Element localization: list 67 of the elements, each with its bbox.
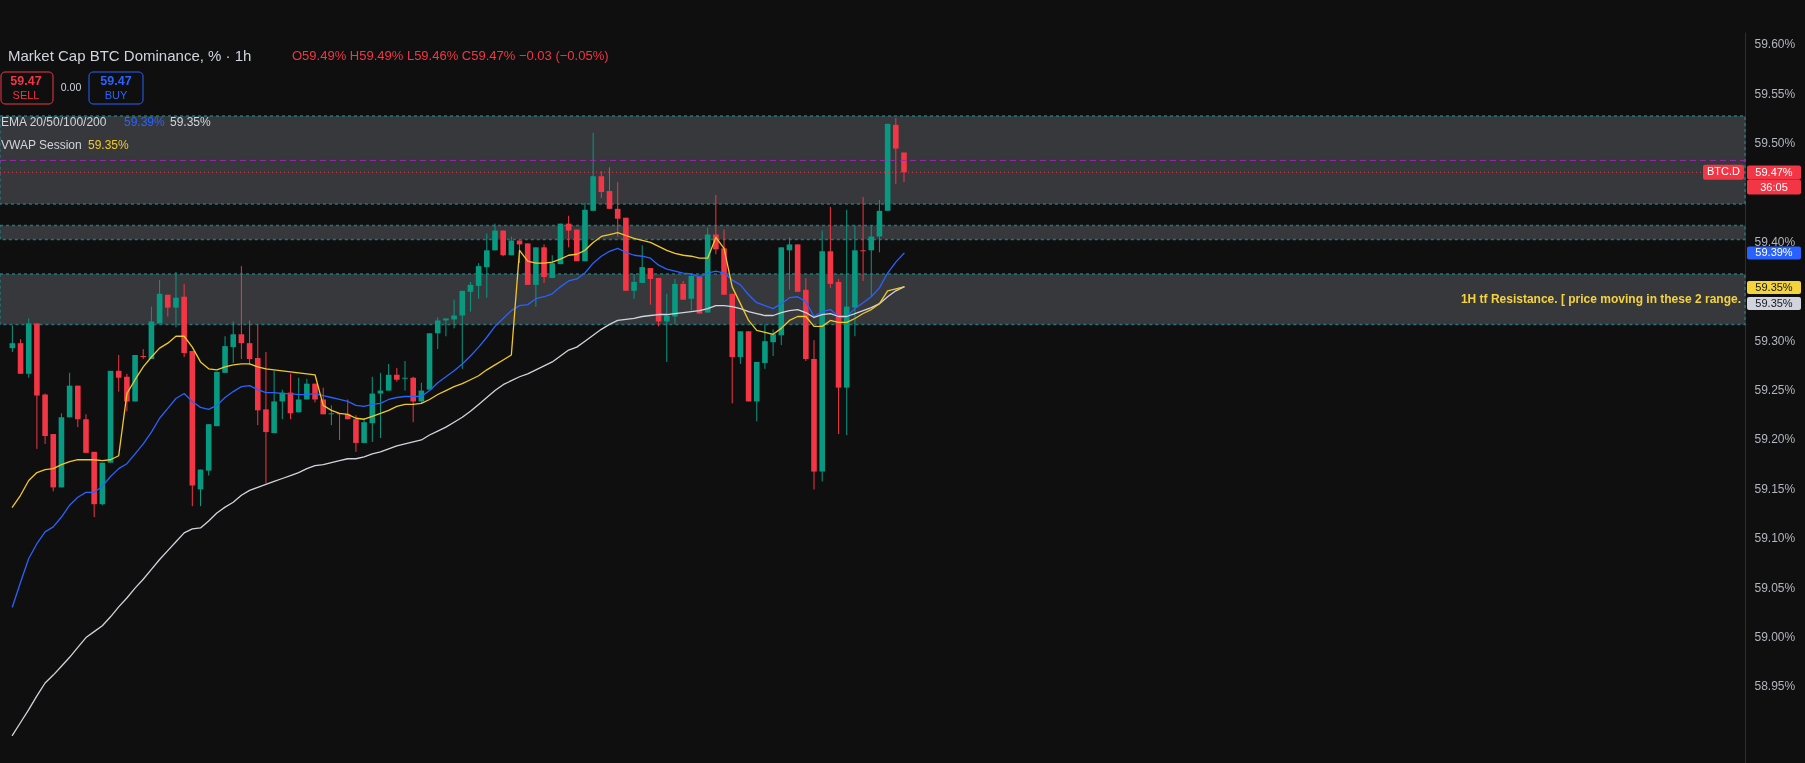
y-tick-label: 59.50% bbox=[1754, 136, 1796, 151]
y-tick-label: 59.15% bbox=[1754, 481, 1796, 496]
candlestick bbox=[484, 233, 490, 299]
candlestick bbox=[762, 323, 768, 370]
ref-line-label: BTC.D bbox=[1707, 165, 1741, 178]
y-tick-label: 59.25% bbox=[1754, 383, 1796, 398]
candlestick bbox=[402, 360, 408, 392]
candlestick bbox=[173, 271, 179, 328]
annotation: SELL bbox=[12, 88, 40, 101]
candlestick bbox=[115, 354, 122, 393]
line-series bbox=[11, 247, 905, 608]
candlestick bbox=[467, 281, 474, 313]
text: Market Cap BTC Dominance, % · 1h bbox=[8, 47, 252, 64]
y-tick-label: 59.00% bbox=[1754, 630, 1796, 645]
y-tick-label: 59.55% bbox=[1754, 86, 1796, 101]
candlestick bbox=[549, 254, 556, 279]
annotation: 59.47 bbox=[10, 73, 42, 88]
y-tick-label: 59.10% bbox=[1754, 531, 1796, 546]
annotation: 59.35% bbox=[88, 138, 130, 152]
text: 59.47% bbox=[1755, 165, 1793, 178]
band-label: 1H tf Resistance. [ price moving in these 2 range. bbox=[1460, 292, 1741, 307]
candlestick bbox=[860, 196, 866, 282]
candlestick bbox=[385, 363, 392, 392]
candlestick bbox=[263, 351, 269, 484]
annotation: BUY bbox=[104, 88, 128, 101]
candlestick bbox=[663, 293, 670, 363]
text: O59.49% H59.49% L59.46% C59.47% −0.03 (−0.05%) bbox=[292, 48, 609, 63]
y-tick-label: 59.20% bbox=[1754, 432, 1796, 447]
candlestick bbox=[443, 317, 449, 337]
line-series bbox=[11, 286, 905, 736]
text: 59.35% bbox=[1755, 296, 1793, 309]
candlestick bbox=[434, 316, 441, 350]
annotation: 0.00 bbox=[60, 80, 82, 93]
annotation: VWAP Session bbox=[1, 138, 82, 152]
y-tick-label: 58.95% bbox=[1754, 679, 1796, 694]
candlestick bbox=[410, 376, 416, 423]
y-tick-label: 59.60% bbox=[1754, 37, 1796, 52]
candlestick bbox=[238, 265, 245, 360]
candlestick bbox=[688, 273, 695, 312]
candlestick bbox=[770, 328, 776, 357]
candlestick bbox=[140, 348, 147, 360]
candlestick bbox=[492, 223, 498, 251]
candlestick bbox=[647, 267, 654, 306]
candlestick bbox=[361, 417, 367, 444]
text: 59.39% bbox=[1755, 246, 1793, 258]
line-series bbox=[11, 231, 905, 508]
text: 36:05 bbox=[1760, 180, 1788, 193]
candlestick bbox=[680, 280, 686, 301]
candlestick bbox=[353, 414, 359, 453]
candlestick bbox=[295, 377, 302, 413]
candlestick bbox=[475, 262, 482, 300]
candlestick bbox=[868, 225, 875, 298]
annotation: 59.39% bbox=[124, 114, 166, 129]
text: 59.35% bbox=[1755, 280, 1793, 293]
candlestick bbox=[631, 273, 637, 300]
annotation: 59.47 bbox=[100, 73, 132, 88]
candlestick bbox=[786, 236, 793, 291]
annotation: 59.35% bbox=[170, 114, 212, 129]
y-tick-label: 59.05% bbox=[1754, 580, 1796, 595]
candlestick bbox=[565, 215, 572, 248]
candlestick bbox=[614, 181, 621, 237]
y-tick-label: 59.40% bbox=[1754, 234, 1796, 249]
candlestick bbox=[246, 319, 253, 366]
candlestick bbox=[230, 320, 237, 364]
candlestick bbox=[639, 244, 646, 284]
y-tick-label: 59.30% bbox=[1754, 333, 1796, 348]
annotation: EMA 20/50/100/200 bbox=[1, 114, 107, 129]
